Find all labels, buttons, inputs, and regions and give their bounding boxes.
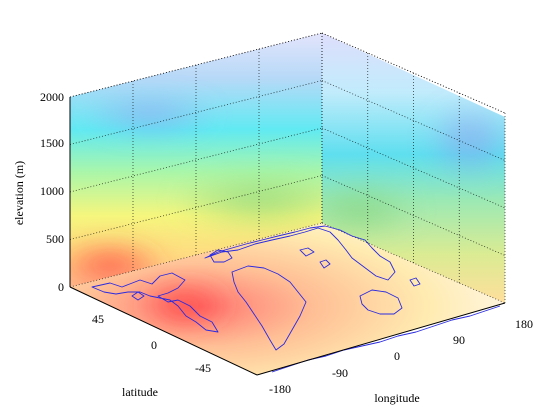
grid-top-edge [321,32,506,114]
x-tick-label: 0 [394,349,400,363]
z-axis-ticks: 0 500 1000 1500 2000 [40,90,64,294]
grid-line-z [69,127,323,193]
coastline-eurasia [204,225,396,281]
coastline-australia [359,289,403,315]
x-tick-label: 90 [453,333,465,347]
y-tick-label: 0 [151,338,157,352]
x-tick-label: -180 [269,382,291,396]
grid-line-z [321,80,506,161]
axes-frame [69,97,506,376]
grid-line-z [321,175,506,256]
coastline-islands [131,247,421,301]
z-tick-label: 1000 [40,184,64,198]
grid-line-z [321,127,506,209]
y-tick-label: 45 [92,312,104,326]
grid-line-z [69,175,323,240]
x-tick-label: 180 [515,317,533,331]
coastline-americas [91,272,219,333]
floor-slice [70,223,505,375]
z-tick-label: 500 [46,232,64,246]
z-tick-label: 2000 [40,90,64,104]
x-tick-label: -90 [332,366,348,380]
grid-top-edge [69,32,323,98]
z-axis-label: elevation (m) [12,161,26,225]
z-tick-label: 0 [58,280,64,294]
grid-line-z [69,80,323,145]
y-axis-ticks: 45 0 -45 [92,312,211,375]
y-tick-label: -45 [195,361,211,375]
z-tick-label: 1500 [40,136,64,150]
coastline-greenland [209,249,233,263]
x-axis-ticks: -180 -90 0 90 180 [269,317,533,396]
grid-left-wall [69,32,323,288]
y-axis-label: latitude [122,385,158,399]
x-axis-label: longitude [374,391,419,405]
coastline-africa [231,265,307,351]
